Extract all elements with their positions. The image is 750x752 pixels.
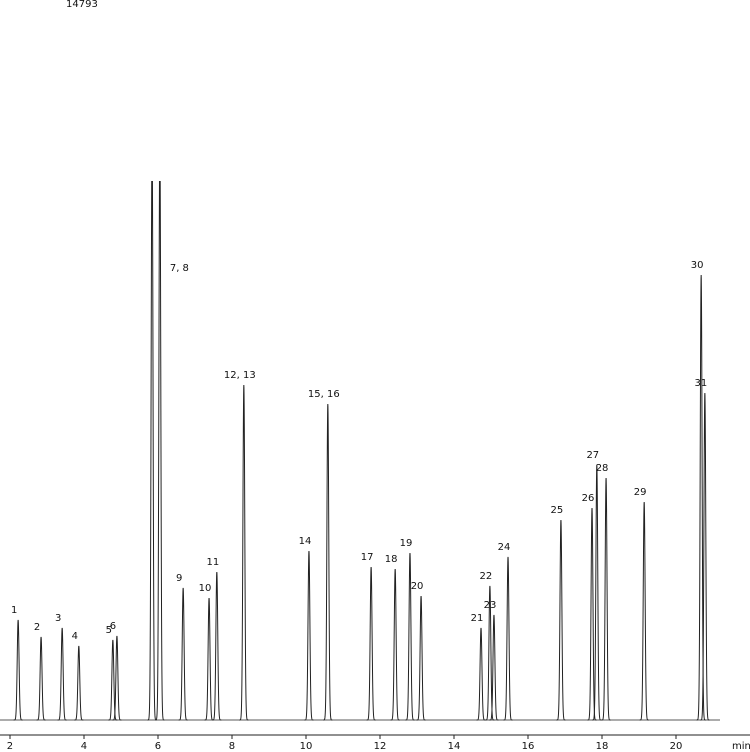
peak — [503, 556, 513, 721]
peak-label: 2 — [34, 622, 40, 633]
peak-label: 12, 13 — [224, 370, 256, 381]
peak — [700, 392, 710, 721]
x-axis-label: min — [732, 741, 750, 752]
peak-label: 22 — [480, 571, 493, 582]
peak — [36, 636, 46, 721]
x-tick-label: 8 — [229, 741, 235, 752]
peak-label: 14 — [299, 536, 312, 547]
peak-label: 15, 16 — [308, 389, 340, 400]
peak — [147, 181, 157, 721]
x-tick-label: 18 — [596, 741, 609, 752]
peak — [112, 635, 122, 721]
peak-label: 11 — [206, 557, 219, 568]
peak — [489, 614, 499, 721]
peak-label: 21 — [471, 613, 484, 624]
peak — [390, 568, 400, 721]
peak — [239, 384, 249, 721]
x-tick-label: 10 — [300, 741, 313, 752]
peak — [485, 585, 495, 721]
x-tick-label: 16 — [522, 741, 535, 752]
x-tick-label: 12 — [374, 741, 387, 752]
peak-label: 18 — [385, 554, 398, 565]
peak-label: 30 — [691, 260, 704, 271]
peak-label: 20 — [411, 581, 424, 592]
peak — [323, 403, 333, 721]
scale-label: 14793 — [66, 0, 98, 10]
peak-label: 5 — [106, 625, 112, 636]
peak-label: 17 — [361, 552, 374, 563]
peak-label: 6 — [110, 621, 116, 632]
peak — [587, 507, 597, 721]
peak — [108, 639, 118, 721]
peak-label: 10 — [199, 583, 212, 594]
x-tick-label: 4 — [81, 741, 87, 752]
peak — [601, 477, 611, 721]
peak-label: 28 — [596, 463, 609, 474]
x-tick-label: 14 — [448, 741, 461, 752]
peak — [416, 595, 426, 721]
peak-label: 7, 8 — [170, 263, 189, 274]
peak-label: 24 — [498, 542, 511, 553]
peak-label: 23 — [484, 600, 497, 611]
peak — [556, 519, 566, 721]
peak — [155, 181, 165, 721]
peak-label: 3 — [55, 613, 61, 624]
peak-label: 29 — [634, 487, 647, 498]
peak — [366, 566, 376, 721]
peak — [304, 550, 314, 721]
peak-label: 19 — [400, 538, 413, 549]
peak — [405, 552, 415, 721]
peak-label: 4 — [72, 631, 78, 642]
peak-label: 25 — [551, 505, 564, 516]
peak-label: 31 — [694, 378, 707, 389]
x-tick-label: 6 — [155, 741, 161, 752]
peak — [57, 627, 67, 721]
x-tick-label: 20 — [670, 741, 683, 752]
peak — [178, 587, 188, 721]
peak — [74, 645, 84, 721]
peak — [212, 571, 222, 721]
peak — [476, 627, 486, 721]
peak — [204, 597, 214, 721]
peak-label: 27 — [586, 450, 599, 461]
peak — [696, 274, 706, 721]
peak-label: 26 — [582, 493, 595, 504]
peak — [13, 619, 23, 721]
x-tick-label: 2 — [7, 741, 13, 752]
peak — [639, 501, 649, 721]
peak-label: 9 — [176, 573, 182, 584]
peak-label: 1 — [11, 605, 17, 616]
peak — [592, 464, 602, 721]
